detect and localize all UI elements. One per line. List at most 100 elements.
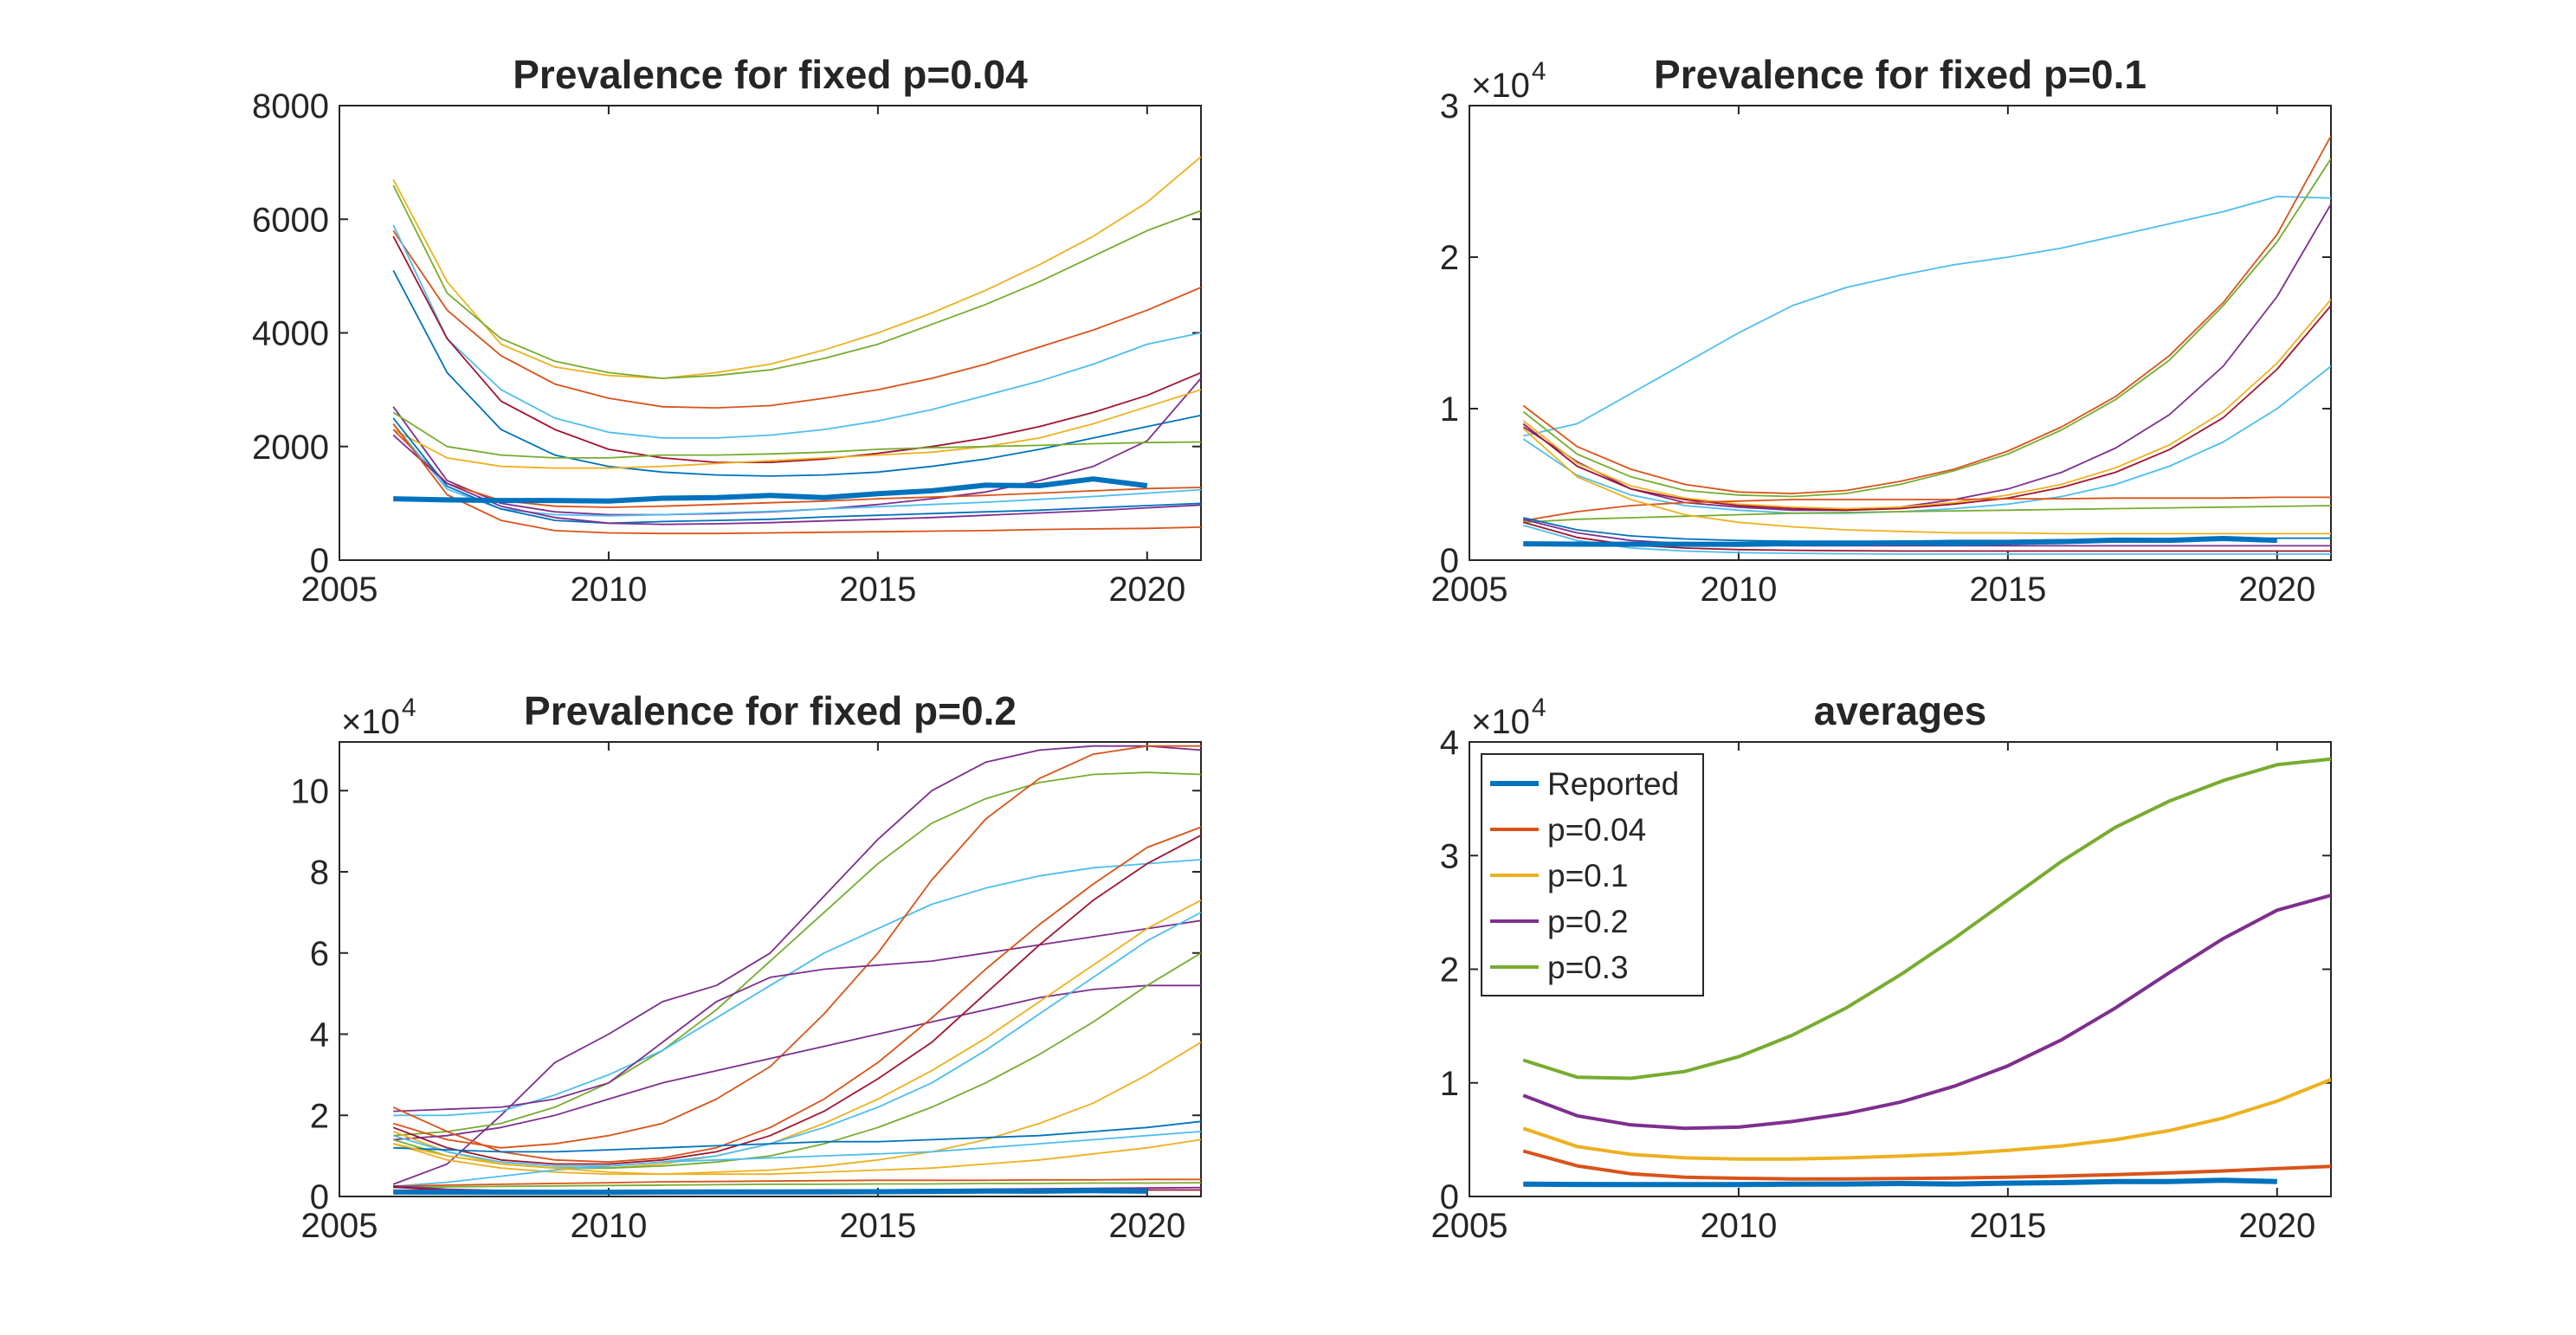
series-line <box>1522 158 2331 498</box>
series-line <box>1522 305 2331 512</box>
x-tick-label: 2015 <box>1969 1207 2046 1245</box>
series-line <box>1522 428 2331 535</box>
y-tick-label: 2 <box>1440 239 1459 277</box>
subplot-p01: 2005 2010 2015 2020 0 1 2 3 ×10 4 Prevalence for f… <box>1431 52 2332 609</box>
y-tick-label: 2 <box>310 1097 329 1135</box>
y-tick-label: 4000 <box>252 315 329 353</box>
reported-line <box>393 476 1148 504</box>
series-line <box>1523 496 2331 522</box>
series-line <box>393 771 1201 1137</box>
series-line <box>1522 1077 2331 1161</box>
series-line <box>393 1182 1201 1189</box>
series-line <box>1522 135 2331 494</box>
series-line <box>392 1042 1201 1176</box>
y-multiplier-label: ×10 <box>341 703 400 741</box>
axes-frame <box>339 741 1202 1197</box>
series-line <box>392 835 1201 1165</box>
series-line <box>1522 893 2331 1131</box>
series-line <box>392 912 1201 1167</box>
y-tick-label: 4 <box>1440 724 1459 762</box>
series-group <box>392 156 1201 535</box>
series-line <box>392 156 1201 379</box>
y-tick-label: 0 <box>1440 542 1459 580</box>
series-line <box>392 229 1201 409</box>
chart-title: averages <box>1814 688 1987 733</box>
x-tick-label: 2010 <box>570 571 647 609</box>
series-line <box>392 826 1201 1164</box>
axes-frame <box>1469 105 2332 561</box>
series-line <box>1522 524 2331 555</box>
series-line <box>393 1120 1201 1153</box>
subplot-p004: 2005 2010 2015 2020 0 2000 4000 6000 8000 Prevale… <box>252 52 1202 609</box>
series-line <box>392 224 1201 439</box>
y-multiplier-exponent: 4 <box>402 693 416 722</box>
legend-label: p=0.1 <box>1547 858 1629 893</box>
x-tick-label: 2015 <box>1969 571 2046 609</box>
x-tick-label: 2005 <box>301 1207 378 1245</box>
y-tick-label: 4 <box>310 1016 329 1054</box>
y-tick-label: 8 <box>310 854 329 892</box>
reported-line <box>1523 536 2277 547</box>
series-line <box>1522 299 2331 510</box>
x-tick-label: 2015 <box>839 1207 916 1245</box>
x-tick-label: 2005 <box>301 571 378 609</box>
series-line <box>392 745 1201 1185</box>
series-line <box>1522 757 2331 1080</box>
chart-title: Prevalence for fixed p=0.04 <box>513 52 1028 97</box>
reported-line <box>393 1188 1147 1196</box>
series-line <box>392 235 1201 463</box>
series-line <box>392 417 1201 525</box>
series-group <box>1522 757 2331 1188</box>
chart-title: Prevalence for fixed p=0.1 <box>1654 52 2147 97</box>
legend-label: p=0.04 <box>1547 812 1646 848</box>
series-group <box>1522 135 2331 555</box>
series-line <box>392 389 1201 469</box>
series-line <box>1522 203 2331 512</box>
legend-label: Reported <box>1547 766 1679 802</box>
x-tick-label: 2020 <box>2238 571 2315 609</box>
series-line <box>392 429 1201 508</box>
series-line <box>393 919 1201 1112</box>
series-line <box>393 1131 1201 1188</box>
series-line <box>392 434 1201 526</box>
x-tick-label: 2020 <box>2238 1207 2315 1245</box>
series-line <box>393 984 1201 1141</box>
x-tick-label: 2010 <box>1700 571 1777 609</box>
series-line <box>1523 1177 2277 1188</box>
y-tick-label: 0 <box>310 1178 329 1216</box>
y-tick-label: 1 <box>1440 1065 1459 1103</box>
legend-label: p=0.2 <box>1547 904 1629 939</box>
x-tick-label: 2020 <box>1108 571 1185 609</box>
series-line <box>392 900 1201 1170</box>
y-multiplier-exponent: 4 <box>1532 693 1546 722</box>
x-tick-label: 2010 <box>570 1207 647 1245</box>
y-tick-label: 10 <box>291 772 330 810</box>
series-line <box>392 422 1201 535</box>
series-line <box>1522 365 2331 514</box>
y-tick-label: 3 <box>1440 87 1459 126</box>
x-tick-label: 2010 <box>1700 1207 1777 1245</box>
y-tick-label: 8000 <box>252 87 329 126</box>
series-line <box>392 269 1201 477</box>
y-multiplier-label: ×10 <box>1471 67 1530 105</box>
chart-title: Prevalence for fixed p=0.2 <box>524 688 1017 733</box>
series-line <box>1522 1149 2331 1181</box>
series-line <box>393 859 1201 1117</box>
series-line <box>393 1178 1201 1188</box>
legend-label: p=0.3 <box>1547 950 1629 985</box>
x-tick-label: 2005 <box>1431 571 1508 609</box>
y-tick-label: 0 <box>310 542 329 580</box>
series-line <box>1523 505 2331 524</box>
series-line <box>1523 196 2331 437</box>
y-multiplier-exponent: 4 <box>1532 57 1546 86</box>
series-line <box>392 411 1201 459</box>
x-tick-label: 2020 <box>1108 1207 1185 1245</box>
x-tick-label: 2015 <box>839 571 916 609</box>
y-tick-label: 1 <box>1440 390 1459 429</box>
x-tick-label: 2005 <box>1431 1207 1508 1245</box>
series-line <box>392 745 1201 1149</box>
series-group <box>392 745 1201 1196</box>
